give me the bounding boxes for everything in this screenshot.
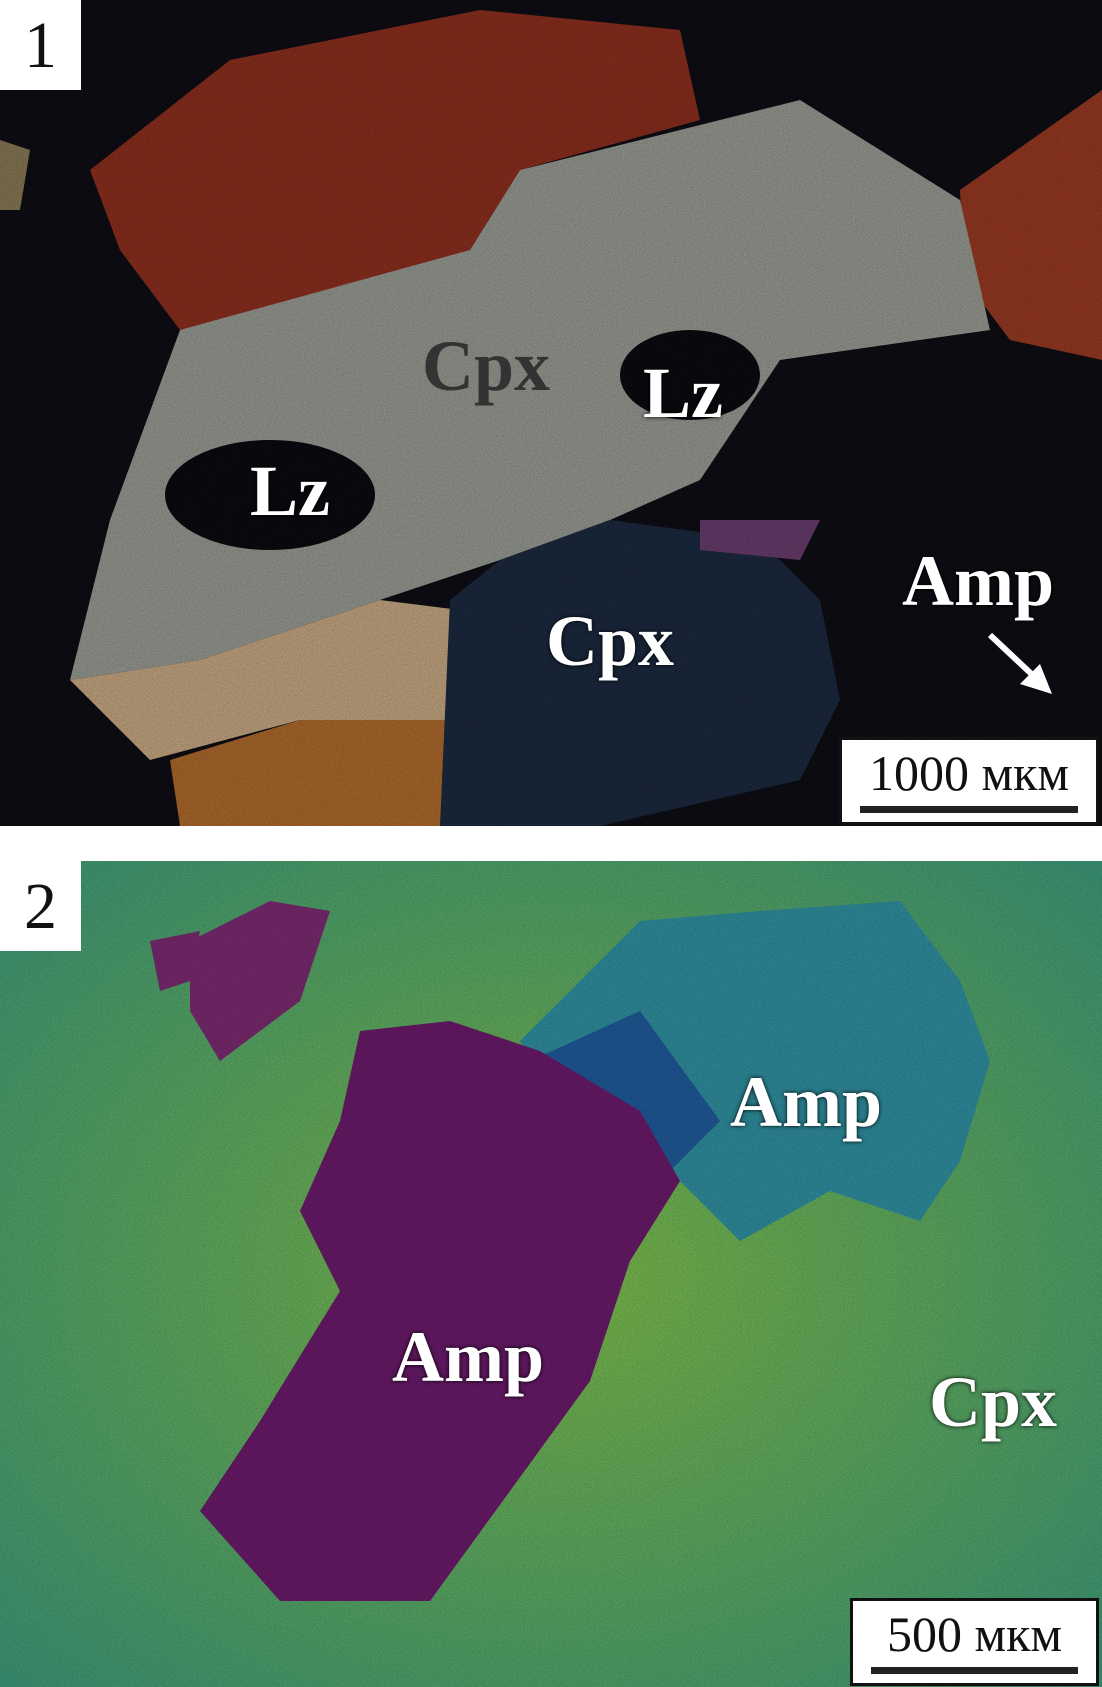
micrograph-image-1 xyxy=(0,0,1102,826)
scale-bar-label: 500 мкм xyxy=(886,1606,1063,1662)
mineral-label: Amp xyxy=(902,541,1055,621)
scale-bar-label: 1000 мкм xyxy=(868,745,1070,801)
mineral-label: Lz xyxy=(250,451,330,531)
mineral-label: Amp xyxy=(392,1317,545,1397)
scale-bar-line xyxy=(871,1667,1078,1674)
scale-bar: 1000 мкм xyxy=(839,737,1099,825)
scale-bar-line xyxy=(860,806,1078,813)
mineral-label: Lz xyxy=(643,353,723,433)
mineral-label: Cpx xyxy=(929,1362,1058,1442)
panel-number: 2 xyxy=(0,861,81,951)
scale-bar: 500 мкм xyxy=(850,1598,1099,1686)
micrograph-image-2 xyxy=(0,861,1102,1687)
mineral-label: Cpx xyxy=(422,326,551,406)
micrograph-panel-1: 1 Cpx Lz Lz Cpx Amp 1000 мкм xyxy=(0,0,1102,826)
mineral-label: Cpx xyxy=(546,601,675,681)
micrograph-panel-2: 2 Amp Amp Cpx 500 мкм xyxy=(0,861,1102,1687)
panel-number: 1 xyxy=(0,0,81,90)
arrow-icon xyxy=(987,632,1052,694)
mineral-label: Amp xyxy=(730,1062,883,1142)
